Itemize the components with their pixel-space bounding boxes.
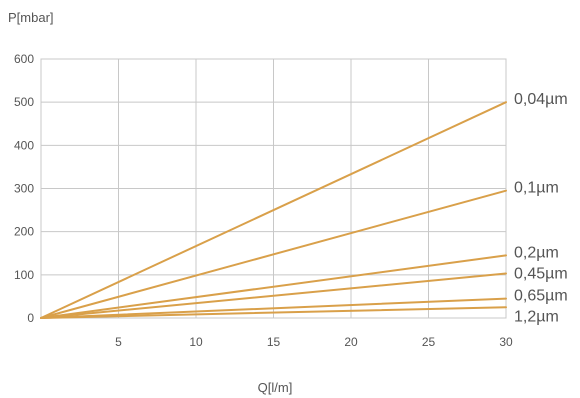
series-labels: 0,04µm 0,1µm 0,2µm 0,45µm 0,65µm 1,2µm <box>514 91 568 325</box>
series-label: 1,2µm <box>514 309 559 326</box>
series-label: 0,65µm <box>514 288 568 305</box>
series-label: 0,2µm <box>514 244 559 261</box>
x-tick-label: 5 <box>115 335 122 349</box>
x-tick-label: 10 <box>189 335 203 349</box>
series-line <box>40 101 507 319</box>
series-line <box>40 254 507 319</box>
y-tick-label: 300 <box>14 182 34 196</box>
x-axis-ticks: 5 10 15 20 25 30 <box>115 335 513 349</box>
grid <box>40 58 507 319</box>
x-axis-title: Q[l/m] <box>258 380 293 395</box>
y-tick-label: 600 <box>14 52 34 66</box>
y-tick-label: 0 <box>27 311 34 325</box>
y-tick-label: 500 <box>14 95 34 109</box>
series-label: 0,04µm <box>514 91 568 108</box>
series-line <box>40 297 507 319</box>
y-axis-title: P[mbar] <box>8 10 54 25</box>
x-tick-label: 30 <box>499 335 513 349</box>
y-tick-label: 200 <box>14 225 34 239</box>
series-lines <box>40 101 507 319</box>
x-tick-label: 25 <box>422 335 436 349</box>
y-tick-label: 400 <box>14 138 34 152</box>
x-tick-label: 15 <box>267 335 281 349</box>
series-line <box>40 306 507 319</box>
y-axis-ticks: 0 100 200 300 400 500 600 <box>14 52 34 325</box>
x-tick-label: 20 <box>344 335 358 349</box>
series-label: 0,45µm <box>514 265 568 282</box>
y-tick-label: 100 <box>14 268 34 282</box>
series-line <box>40 189 507 319</box>
series-line <box>40 272 507 319</box>
series-label: 0,1µm <box>514 180 559 197</box>
